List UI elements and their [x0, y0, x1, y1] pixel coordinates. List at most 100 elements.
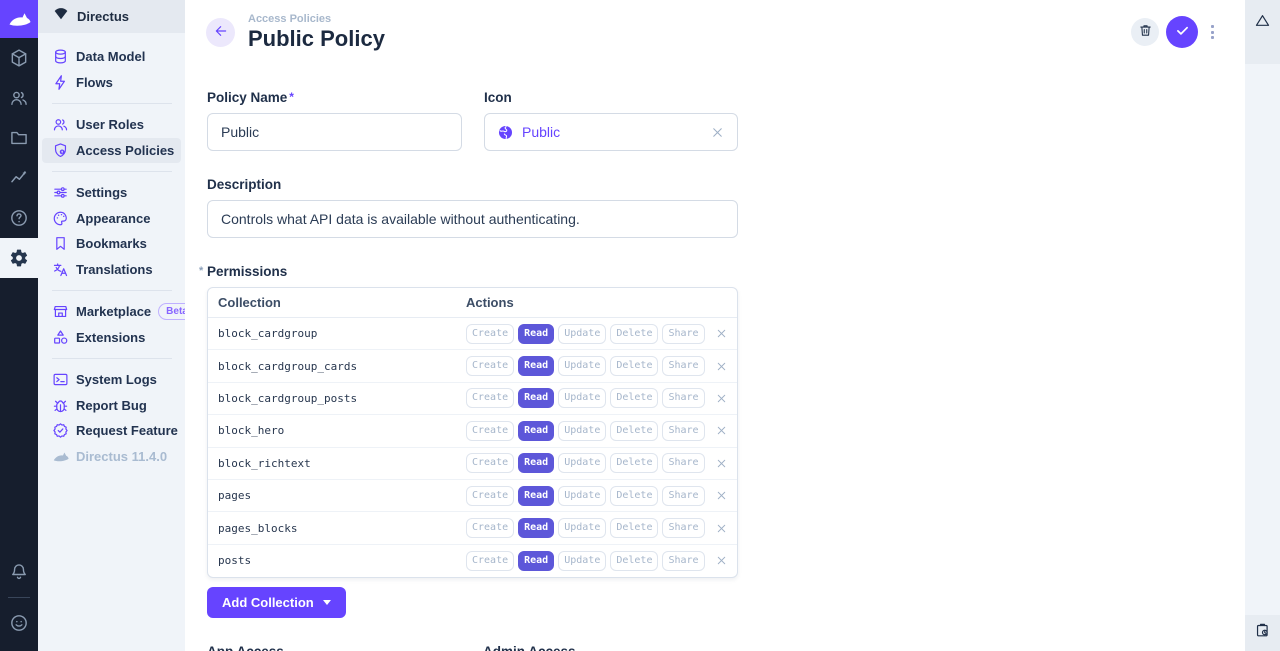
action-chip-create[interactable]: Create	[466, 550, 515, 571]
directus-logo[interactable]	[0, 0, 38, 38]
module-file-library[interactable]	[0, 118, 38, 158]
more-options-button[interactable]	[1205, 18, 1219, 46]
module-account[interactable]	[0, 603, 38, 643]
sidebar-item-user-roles[interactable]: User Roles	[38, 112, 185, 138]
action-chip-update[interactable]: Update	[558, 420, 607, 441]
action-chip-create[interactable]: Create	[466, 388, 515, 409]
beta-badge: Beta	[158, 303, 185, 321]
sidebar-item-marketplace[interactable]: Marketplace Beta	[38, 299, 185, 325]
delete-button[interactable]	[1131, 18, 1159, 46]
save-button[interactable]	[1166, 16, 1198, 48]
icon-input[interactable]: Public	[484, 113, 738, 151]
arrow-left-icon	[213, 23, 229, 42]
sidebar-item-appearance[interactable]: Appearance	[38, 206, 185, 232]
remove-row-icon[interactable]	[715, 327, 728, 340]
action-chip-share[interactable]: Share	[662, 356, 705, 377]
monitoring-icon	[11, 170, 27, 183]
action-chip-delete[interactable]: Delete	[610, 485, 659, 506]
sidebar-item-settings[interactable]: Settings	[38, 180, 185, 206]
module-content[interactable]	[0, 38, 38, 78]
action-chip-share[interactable]: Share	[662, 550, 705, 571]
action-chips: Create Read Update Delete Share	[466, 485, 705, 506]
action-chip-update[interactable]: Update	[558, 550, 607, 571]
action-chip-delete[interactable]: Delete	[610, 550, 659, 571]
remove-row-icon[interactable]	[715, 489, 728, 502]
action-chips: Create Read Update Delete Share	[466, 453, 705, 474]
action-chip-create[interactable]: Create	[466, 420, 515, 441]
permission-row: block_hero Create Read Update Delete Share	[208, 415, 737, 448]
action-chip-read[interactable]: Read	[518, 485, 555, 506]
form-content: Policy Name* Icon Public Description	[185, 64, 738, 651]
module-documentation[interactable]	[0, 198, 38, 238]
description-input[interactable]	[207, 200, 738, 238]
sidebar-item-extensions[interactable]: Extensions	[38, 325, 185, 351]
action-chip-delete[interactable]: Delete	[610, 420, 659, 441]
sidebar-item-translations[interactable]: Translations	[38, 257, 185, 283]
sidebar-item-label: Settings	[76, 185, 128, 201]
sidebar-item-flows[interactable]: Flows	[38, 70, 185, 96]
action-chip-create[interactable]: Create	[466, 356, 515, 377]
action-chip-update[interactable]: Update	[558, 388, 607, 409]
admin-access-label: Admin Access	[483, 644, 576, 651]
action-chip-update[interactable]: Update	[558, 518, 607, 539]
action-chip-update[interactable]: Update	[558, 453, 607, 474]
action-chip-share[interactable]: Share	[662, 323, 705, 344]
action-chip-read[interactable]: Read	[518, 550, 555, 571]
sidebar-item-bookmarks[interactable]: Bookmarks	[38, 231, 185, 257]
action-chip-read[interactable]: Read	[518, 453, 555, 474]
users-icon	[11, 91, 27, 105]
sidebar-item-request-feature[interactable]: Request Feature	[38, 418, 185, 444]
sidebar-item-data-model[interactable]: Data Model	[38, 44, 185, 70]
action-chip-read[interactable]: Read	[518, 356, 555, 377]
action-chip-delete[interactable]: Delete	[610, 453, 659, 474]
action-chip-delete[interactable]: Delete	[610, 388, 659, 409]
sidebar-item-report-bug[interactable]: Report Bug	[38, 393, 185, 419]
remove-row-icon[interactable]	[715, 457, 728, 470]
add-collection-button[interactable]: Add Collection	[207, 587, 346, 619]
action-chip-share[interactable]: Share	[662, 453, 705, 474]
collection-name: block_hero	[218, 424, 285, 438]
module-user-directory[interactable]	[0, 78, 38, 118]
action-chip-read[interactable]: Read	[518, 518, 555, 539]
module-insights[interactable]	[0, 158, 38, 198]
breadcrumb[interactable]: Access Policies	[248, 12, 332, 25]
remove-row-icon[interactable]	[715, 424, 728, 437]
action-chip-update[interactable]: Update	[558, 356, 607, 377]
revisions-button[interactable]	[1245, 615, 1280, 651]
action-chip-read[interactable]: Read	[518, 420, 555, 441]
action-chip-create[interactable]: Create	[466, 518, 515, 539]
action-chip-share[interactable]: Share	[662, 388, 705, 409]
sidebar-item-system-logs[interactable]: System Logs	[38, 367, 185, 393]
description-label: Description	[207, 177, 282, 192]
right-sidebar-top-button[interactable]	[1245, 0, 1280, 64]
action-chip-delete[interactable]: Delete	[610, 518, 659, 539]
sidebar-item-access-policies[interactable]: Access Policies	[42, 137, 181, 163]
action-chip-create[interactable]: Create	[466, 485, 515, 506]
action-chip-read[interactable]: Read	[518, 323, 555, 344]
action-chip-share[interactable]: Share	[662, 485, 705, 506]
remove-row-icon[interactable]	[715, 554, 728, 567]
action-chip-update[interactable]: Update	[558, 323, 607, 344]
action-chip-delete[interactable]: Delete	[610, 323, 659, 344]
module-notifications[interactable]	[0, 552, 38, 592]
remove-row-icon[interactable]	[715, 522, 728, 535]
back-button[interactable]	[206, 17, 235, 47]
shield-lock-icon	[54, 143, 67, 157]
action-chip-delete[interactable]: Delete	[610, 356, 659, 377]
module-bar	[0, 0, 38, 651]
action-chip-share[interactable]: Share	[662, 518, 705, 539]
right-sidebar	[1245, 0, 1280, 651]
action-chip-create[interactable]: Create	[466, 323, 515, 344]
clear-icon[interactable]	[710, 125, 725, 140]
action-chip-read[interactable]: Read	[518, 388, 555, 409]
action-chip-share[interactable]: Share	[662, 420, 705, 441]
remove-row-icon[interactable]	[715, 360, 728, 373]
action-chip-update[interactable]: Update	[558, 485, 607, 506]
project-header[interactable]: Directus	[38, 0, 185, 33]
module-settings[interactable]	[0, 238, 38, 278]
action-chip-create[interactable]: Create	[466, 453, 515, 474]
action-chips: Create Read Update Delete Share	[466, 323, 705, 344]
policy-name-input[interactable]	[207, 113, 462, 151]
remove-row-icon[interactable]	[715, 392, 728, 405]
